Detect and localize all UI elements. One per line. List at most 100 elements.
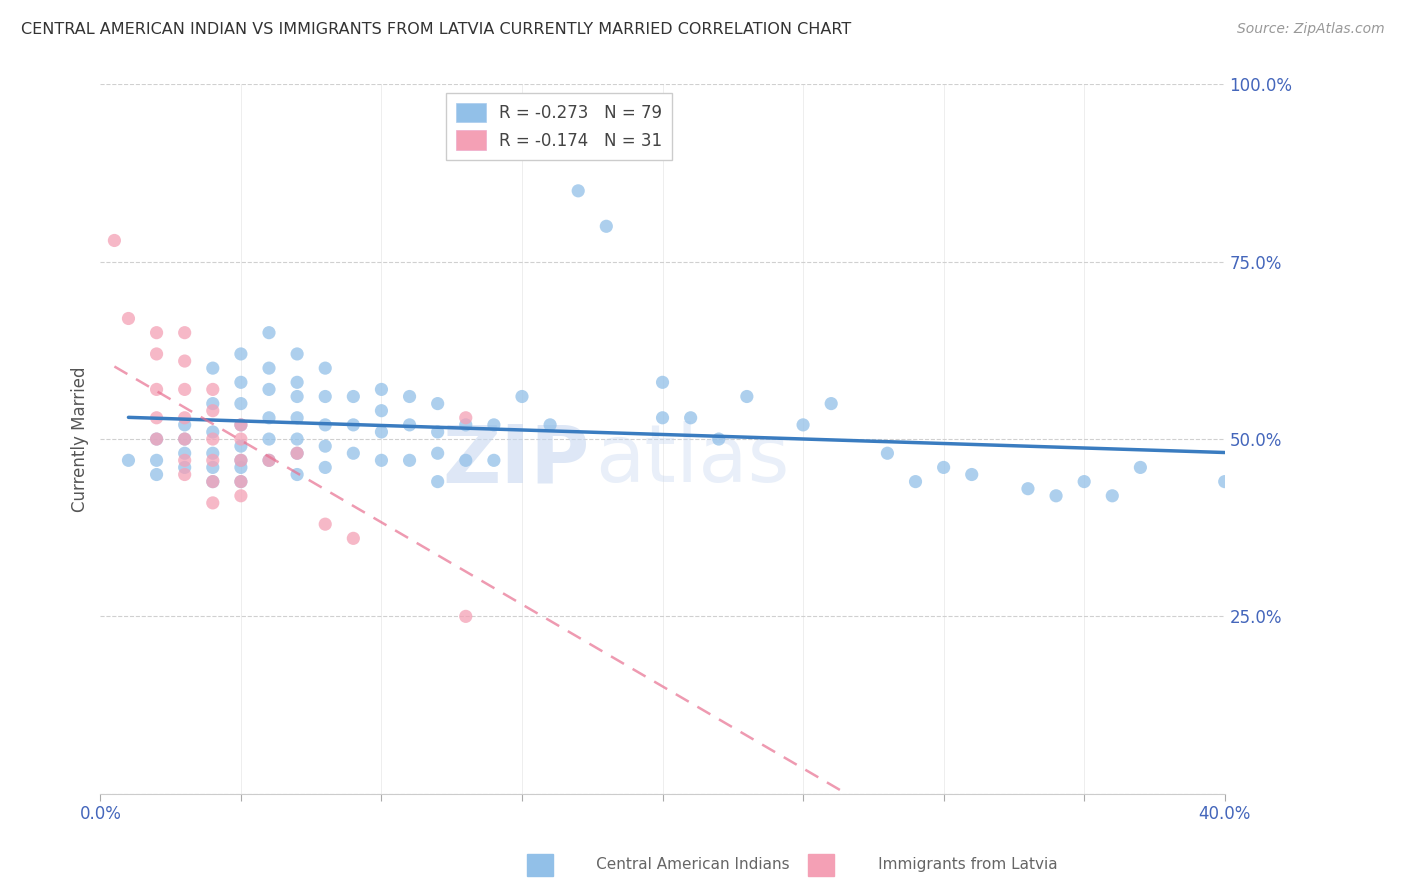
Point <box>173 432 195 446</box>
Point <box>173 467 195 482</box>
Point <box>651 410 673 425</box>
Point <box>314 439 336 453</box>
Point <box>314 517 336 532</box>
Point <box>229 376 252 390</box>
Point <box>1045 489 1067 503</box>
Point <box>173 446 195 460</box>
Point <box>145 383 167 397</box>
Point <box>510 390 533 404</box>
Point <box>1073 475 1095 489</box>
Point <box>201 475 224 489</box>
Point <box>314 361 336 376</box>
Point <box>454 417 477 432</box>
Point <box>145 453 167 467</box>
Point <box>173 453 195 467</box>
Point <box>314 417 336 432</box>
Point <box>145 326 167 340</box>
Point <box>285 376 308 390</box>
Point <box>201 446 224 460</box>
Point <box>201 496 224 510</box>
Point <box>454 410 477 425</box>
Point <box>651 376 673 390</box>
Point <box>342 446 364 460</box>
Point <box>482 417 505 432</box>
Point <box>342 417 364 432</box>
Point <box>173 354 195 368</box>
Point <box>257 453 280 467</box>
Point <box>1017 482 1039 496</box>
Point <box>257 361 280 376</box>
Point <box>285 467 308 482</box>
Point <box>482 453 505 467</box>
Point <box>285 390 308 404</box>
Point <box>595 219 617 234</box>
Point <box>257 326 280 340</box>
Point <box>285 347 308 361</box>
Point <box>960 467 983 482</box>
Point <box>314 390 336 404</box>
Point <box>229 460 252 475</box>
Point <box>398 453 420 467</box>
Text: Central American Indians: Central American Indians <box>562 857 790 872</box>
Point <box>792 417 814 432</box>
Point <box>173 417 195 432</box>
Point <box>285 432 308 446</box>
Point <box>145 432 167 446</box>
Text: CENTRAL AMERICAN INDIAN VS IMMIGRANTS FROM LATVIA CURRENTLY MARRIED CORRELATION : CENTRAL AMERICAN INDIAN VS IMMIGRANTS FR… <box>21 22 852 37</box>
Point <box>201 383 224 397</box>
Point <box>567 184 589 198</box>
Point <box>1213 475 1236 489</box>
Point <box>229 453 252 467</box>
Point <box>426 396 449 410</box>
Text: atlas: atlas <box>595 421 789 500</box>
Point <box>145 410 167 425</box>
Point <box>103 234 125 248</box>
Point <box>201 475 224 489</box>
Point <box>173 460 195 475</box>
Point <box>229 489 252 503</box>
Point <box>117 453 139 467</box>
Point <box>117 311 139 326</box>
Point <box>538 417 561 432</box>
Point <box>201 432 224 446</box>
Point <box>426 425 449 439</box>
Text: ZIP: ZIP <box>443 421 589 500</box>
Point <box>398 390 420 404</box>
Point <box>904 475 927 489</box>
Text: Immigrants from Latvia: Immigrants from Latvia <box>844 857 1057 872</box>
Point <box>257 410 280 425</box>
Point <box>314 460 336 475</box>
Point <box>370 403 392 417</box>
Point <box>173 383 195 397</box>
Point <box>145 467 167 482</box>
Point <box>257 453 280 467</box>
Point <box>229 417 252 432</box>
Point <box>257 432 280 446</box>
Point <box>876 446 898 460</box>
Point <box>820 396 842 410</box>
Point <box>454 609 477 624</box>
Point <box>201 460 224 475</box>
Point <box>1101 489 1123 503</box>
Point <box>342 532 364 546</box>
Point <box>398 417 420 432</box>
Point <box>285 446 308 460</box>
Point <box>1129 460 1152 475</box>
Point <box>257 383 280 397</box>
Point <box>707 432 730 446</box>
Point <box>201 361 224 376</box>
Point <box>145 347 167 361</box>
Point <box>735 390 758 404</box>
Point <box>201 453 224 467</box>
Point <box>173 432 195 446</box>
Point <box>229 453 252 467</box>
Point <box>285 446 308 460</box>
Y-axis label: Currently Married: Currently Married <box>72 367 89 512</box>
Point <box>229 396 252 410</box>
Point <box>426 446 449 460</box>
Point <box>370 383 392 397</box>
Text: Source: ZipAtlas.com: Source: ZipAtlas.com <box>1237 22 1385 37</box>
Point <box>145 432 167 446</box>
Point <box>229 347 252 361</box>
Point <box>370 453 392 467</box>
